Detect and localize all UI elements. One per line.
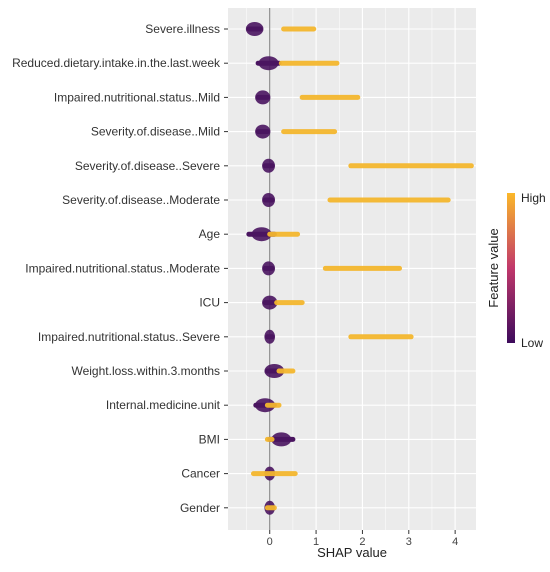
low-value-cluster (245, 22, 264, 36)
low-value-cluster (255, 124, 271, 139)
feature-label: BMI (199, 432, 220, 446)
feature-label: Internal.medicine.unit (106, 398, 221, 412)
x-axis-label: SHAP value (317, 545, 387, 560)
low-value-cluster (262, 193, 276, 207)
low-value-cluster (262, 158, 276, 173)
x-tick-label: 3 (406, 536, 412, 548)
feature-label: Age (199, 227, 221, 241)
x-axis-ticks: 0 1 2 3 4 (267, 530, 458, 548)
x-tick-label: 2 (359, 536, 365, 548)
low-value-cluster (271, 432, 292, 447)
legend-title: Feature value (486, 228, 501, 308)
feature-label: Impaired.nutritional.status..Severe (38, 330, 220, 344)
feature-label: Impaired.nutritional.status..Mild (54, 90, 220, 104)
feature-label: Reduced.dietary.intake.in.the.last.week (12, 56, 221, 70)
feature-labels: Severe.illness Reduced.dietary.intake.in.… (12, 22, 228, 515)
low-value-cluster (262, 295, 278, 310)
x-tick-label: 4 (452, 536, 458, 548)
feature-label: Weight.loss.within.3.months (71, 364, 220, 378)
feature-label: Severe.illness (145, 22, 220, 36)
feature-label: ICU (199, 296, 220, 310)
x-tick-label: 0 (267, 536, 273, 548)
low-value-cluster (264, 364, 285, 378)
data-marks (245, 22, 474, 515)
low-value-cluster (251, 227, 272, 242)
feature-label: Severity.of.disease..Severe (75, 159, 221, 173)
feature-label: Cancer (181, 467, 220, 481)
low-value-cluster (258, 56, 279, 71)
legend-low-label: Low (521, 336, 543, 350)
legend-high-label: High (521, 191, 546, 205)
feature-label: Severity.of.disease..Moderate (62, 193, 220, 207)
feature-label: Gender (180, 501, 220, 515)
low-value-cluster (255, 90, 271, 105)
feature-label: Impaired.nutritional.status..Moderate (25, 261, 220, 275)
low-value-cluster (262, 261, 276, 276)
feature-label: Severity.of.disease..Mild (91, 125, 220, 139)
x-tick-label: 1 (313, 536, 319, 548)
low-value-cluster (264, 329, 276, 344)
legend-gradient-bar (507, 193, 515, 343)
color-legend: High Low Feature value (486, 191, 546, 350)
